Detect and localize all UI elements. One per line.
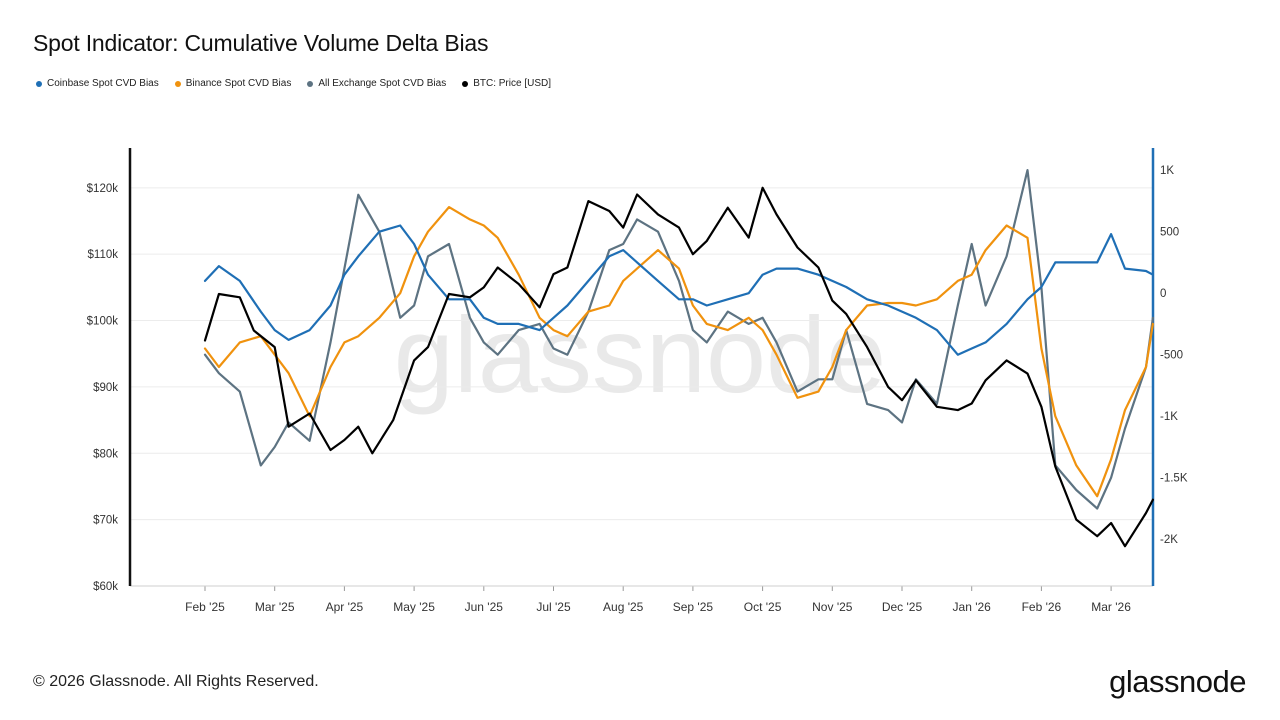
y-right-tick-label: 0: [1160, 288, 1166, 300]
x-tick-label: Mar '25: [255, 600, 295, 614]
x-tick-label: Jul '25: [536, 600, 571, 614]
chart-title: Spot Indicator: Cumulative Volume Delta …: [33, 30, 489, 56]
x-tick-label: Feb '26: [1022, 600, 1062, 614]
x-tick-label: Oct '25: [744, 600, 782, 614]
legend-marker: [36, 80, 42, 87]
series-line: [203, 224, 1155, 356]
y-right-tick-label: -1K: [1160, 411, 1178, 423]
y-right-tick-label: 500: [1160, 227, 1179, 239]
legend-label: BTC: Price [USD]: [473, 78, 551, 89]
series-line: [203, 169, 1155, 510]
y-left-tick-label: $70k: [93, 515, 118, 527]
x-tick-label: Mar '26: [1091, 600, 1131, 614]
legend-item[interactable]: Binance Spot CVD Bias: [174, 78, 292, 89]
legend-marker: [174, 80, 181, 87]
x-tick-label: Jan '26: [953, 600, 992, 614]
legend-marker: [462, 80, 469, 87]
series-line: [203, 186, 1155, 548]
x-tick-label: May '25: [393, 600, 435, 614]
x-tick-label: Sep '25: [673, 600, 714, 614]
y-left-tick-label: $100k: [87, 316, 119, 328]
y-left-tick-label: $80k: [93, 448, 118, 460]
x-tick-label: Feb '25: [185, 600, 225, 614]
brand-logo: glassnode: [1109, 664, 1246, 699]
legend-label: Coinbase Spot CVD Bias: [47, 78, 159, 89]
y-left-tick-label: $120k: [87, 183, 119, 195]
y-right-tick-label: -2K: [1160, 534, 1178, 546]
legend: Coinbase Spot CVD Bias Binance Spot CVD B…: [36, 78, 551, 89]
legend-label: Binance Spot CVD Bias: [185, 78, 292, 89]
y-left-tick-label: $110k: [88, 249, 119, 261]
legend-item[interactable]: All Exchange Spot CVD Bias: [307, 78, 446, 89]
legend-item[interactable]: Coinbase Spot CVD Bias: [36, 78, 159, 89]
legend-label: All Exchange Spot CVD Bias: [318, 78, 447, 89]
copyright-text: © 2026 Glassnode. All Rights Reserved.: [33, 673, 319, 690]
y-left-tick-label: $60k: [93, 581, 118, 593]
legend-item[interactable]: BTC: Price [USD]: [462, 78, 551, 89]
x-tick-label: Aug '25: [603, 600, 644, 614]
x-tick-label: Apr '25: [326, 600, 364, 614]
x-tick-label: Jun '25: [465, 600, 504, 614]
legend-marker: [307, 80, 314, 87]
x-tick-label: Nov '25: [812, 600, 853, 614]
y-right-tick-label: -500: [1160, 350, 1183, 362]
x-tick-label: Dec '25: [882, 600, 923, 614]
y-right-tick-label: -1.5K: [1160, 473, 1188, 485]
y-left-tick-label: $90k: [93, 382, 118, 394]
series-line: [203, 206, 1155, 498]
y-right-tick-label: 1K: [1160, 165, 1174, 177]
